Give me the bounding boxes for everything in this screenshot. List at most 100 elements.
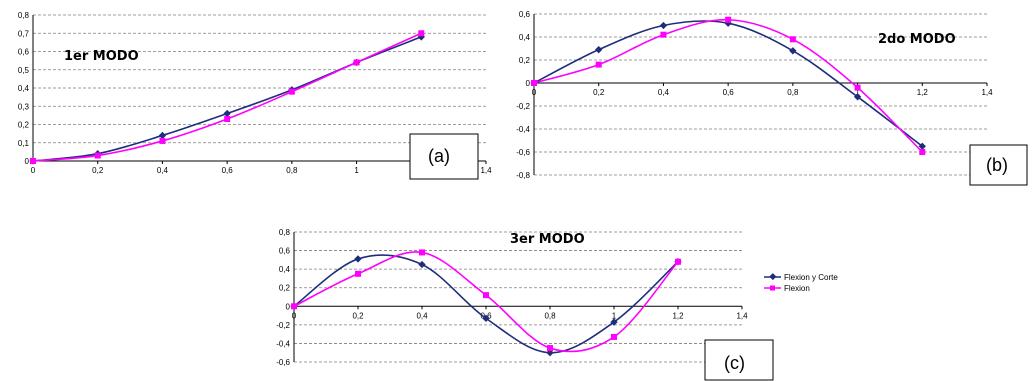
x-tick-label: 1,4: [736, 311, 748, 320]
x-tick-label: 0,8: [787, 88, 799, 97]
y-tick-label: 0: [286, 302, 291, 311]
x-tick-label: 0,2: [593, 88, 605, 97]
y-tick-label: -0,8: [516, 171, 530, 180]
panel-label: (a): [428, 146, 450, 166]
point-flexion: [789, 36, 796, 43]
panel-label-box: (a): [409, 133, 479, 180]
point-flexion: [611, 333, 617, 340]
chart-title: 2do MODO: [878, 32, 956, 47]
panel-label-box: (c): [704, 339, 774, 381]
point-flexion: [595, 61, 602, 68]
point-flexion: [30, 158, 36, 164]
y-tick-label: 0,4: [519, 33, 531, 42]
x-tick-label: 1,4: [981, 88, 993, 97]
y-tick-label: 0,1: [18, 139, 30, 148]
point-flexion: [675, 258, 681, 265]
x-tick-label: 0,6: [222, 166, 234, 175]
series-lines: [290, 249, 682, 357]
y-tick-label: 0,6: [279, 247, 291, 256]
tick-labels: -0,6-0,4-0,200,20,40,60,800,20,40,60,811…: [276, 228, 748, 367]
x-tick-label: 0: [31, 166, 36, 175]
tick-labels: -0,8-0,6-0,4-0,200,20,40,60 0,2 0,4 0,6 0,8 1…: [516, 10, 993, 180]
chart-title: 3er MODO: [510, 232, 585, 247]
y-tick-label: -0,2: [516, 102, 530, 111]
x-tick-label: 0,2: [352, 311, 364, 320]
y-tick-label: 0,8: [279, 228, 291, 237]
point-flexion-y-corte: [418, 260, 426, 269]
x-tick-label: 0,4: [157, 166, 169, 175]
point-flexion: [854, 84, 861, 91]
point-flexion-y-corte: [610, 318, 618, 326]
point-flexion: [159, 137, 166, 144]
x-tick-label: 1: [354, 166, 359, 175]
panel-label: (c): [724, 353, 745, 373]
y-tick-label: -0,4: [516, 125, 530, 134]
x-tick-label: 0: [292, 311, 297, 320]
point-flexion-y-corte: [482, 314, 490, 323]
point-flexion-y-corte: [659, 21, 668, 30]
point-flexion-y-corte: [789, 47, 797, 55]
point-flexion: [224, 116, 231, 123]
x-tick-label: 1: [612, 311, 617, 320]
series-line-flexion-y-corte: [293, 254, 679, 354]
point-flexion-y-corte: [918, 142, 926, 150]
legend-marker-flexion-y-corte: [769, 273, 777, 281]
point-flexion: [919, 149, 926, 155]
x-tick-label: 1,2: [672, 311, 684, 320]
y-tick-label: -0,2: [276, 321, 290, 330]
chart-title: 1er MODO: [64, 49, 139, 64]
point-flexion: [660, 31, 667, 38]
point-flexion: [419, 249, 425, 256]
point-flexion: [288, 88, 295, 95]
y-tick-label: 0,4: [279, 265, 291, 274]
y-tick-label: 0,6: [18, 48, 30, 57]
x-tick-label: 0,4: [416, 311, 428, 320]
y-tick-label: 0,5: [18, 66, 30, 75]
point-flexion: [355, 270, 361, 277]
grid-lines: [294, 231, 742, 363]
x-tick-label: 0,8: [286, 166, 298, 175]
y-tick-label: 0,2: [519, 56, 531, 65]
grid-lines: [534, 13, 987, 176]
point-flexion: [353, 59, 360, 66]
legend-label-flexion-y-corte: Flexion y Corte: [784, 273, 838, 282]
y-tick-label: 0: [526, 79, 531, 88]
point-flexion-y-corte: [354, 255, 362, 263]
legend: Flexion y Corte Flexion: [764, 273, 838, 293]
series-line-flexion: [293, 251, 679, 353]
point-flexion: [94, 152, 101, 159]
chart-1er-modo: 0 0,1 0,2 0,3 0,4 0,5 0,6 0,7 0,8 0 0,2 0,4 0,6 0,8 1 1…: [18, 11, 492, 180]
y-tick-label: -0,6: [516, 148, 530, 157]
axes: [293, 232, 743, 362]
x-tick-label: 0,4: [658, 88, 670, 97]
y-tick-label: 0,8: [18, 11, 30, 20]
point-flexion: [291, 303, 297, 310]
y-tick-label: 0,4: [18, 84, 30, 93]
panel-label-box: (b): [969, 144, 1028, 186]
chart-3er-modo: -0,6-0,4-0,200,20,40,60,800,20,40,60,811…: [276, 228, 838, 381]
x-tick-label: 0,6: [723, 88, 735, 97]
point-flexion: [483, 292, 489, 299]
legend-marker-flexion: [770, 285, 775, 291]
series-lines: [29, 30, 425, 165]
x-tick-label: 0: [532, 88, 537, 97]
chart-2do-modo: -0,8-0,6-0,4-0,200,20,40,60 0,2 0,4 0,6 0,8 1…: [516, 10, 1028, 186]
legend-label-flexion: Flexion: [784, 284, 810, 293]
panel-label: (b): [986, 155, 1008, 175]
point-flexion: [531, 80, 537, 86]
x-tick-label: 1,4: [480, 166, 492, 175]
y-tick-label: 0,6: [519, 10, 531, 19]
point-flexion: [547, 345, 553, 352]
y-tick-label: 0,2: [18, 121, 30, 130]
y-tick-label: 0: [25, 157, 30, 166]
x-tick-label: 0,8: [544, 311, 556, 320]
point-flexion: [418, 30, 425, 37]
x-tick-label: 0,2: [92, 166, 104, 175]
y-tick-label: -0,6: [276, 358, 290, 367]
axes: [533, 14, 988, 175]
y-tick-label: 0,7: [18, 29, 30, 38]
y-tick-label: 0,2: [279, 284, 291, 293]
series-lines: [530, 16, 926, 155]
point-flexion-y-corte: [853, 93, 862, 101]
